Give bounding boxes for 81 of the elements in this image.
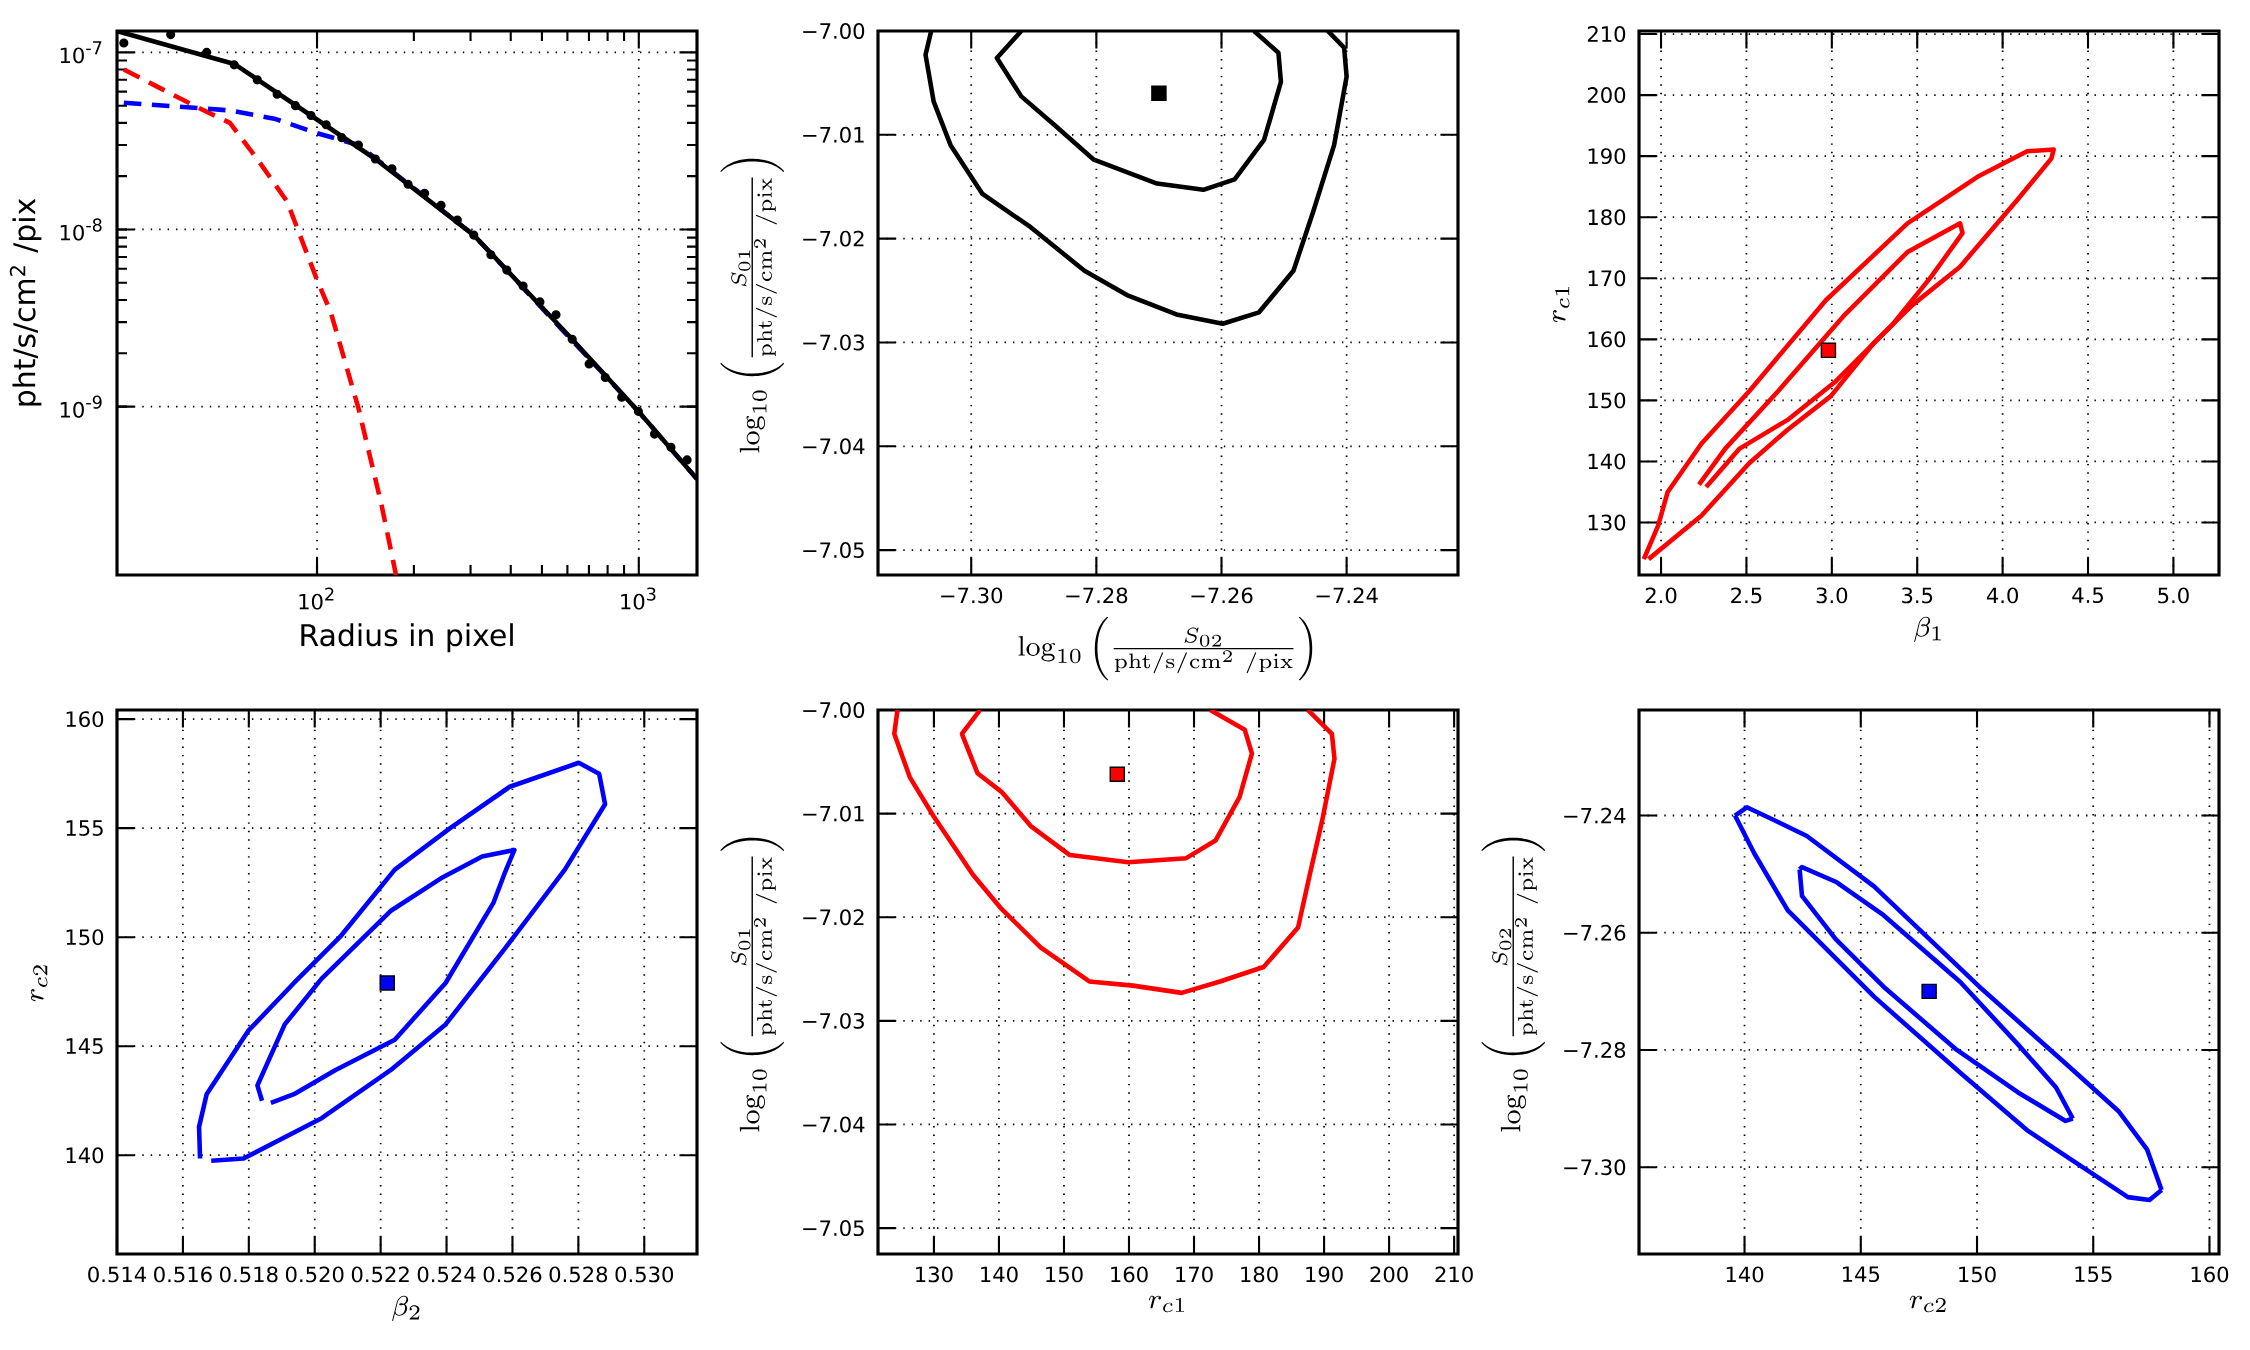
- x-tick-label: 0.522: [351, 1266, 409, 1283]
- y-tick-label: 130: [1588, 514, 1626, 531]
- x-tick-label: 3.5: [1902, 587, 1933, 604]
- y-axis-title: $r_{c2}$: [30, 965, 48, 1002]
- x-tick-label: 150: [1046, 1266, 1083, 1283]
- x-tick-label: 5.0: [2158, 587, 2189, 604]
- x-tick-label: 210: [1435, 1266, 1473, 1283]
- x-tick-label: 0.528: [549, 1266, 608, 1283]
- y-axis-title: $r_{c1}$: [1552, 287, 1570, 323]
- x-axis-title: $r_{c1}$: [1148, 1295, 1184, 1313]
- x-tick-label: 0.524: [417, 1266, 476, 1283]
- y-tick-label: 180: [1588, 209, 1626, 226]
- x-tick-label: 0.518: [220, 1266, 278, 1283]
- y-tick-label: 145: [66, 1038, 103, 1055]
- x-tick-label: 170: [1176, 1266, 1213, 1283]
- y-tick-label: 150: [66, 929, 104, 946]
- y-tick-label: 170: [1588, 270, 1626, 287]
- x-tick-label: −7.28: [1066, 587, 1128, 604]
- y-tick-label: −7.03: [803, 1012, 864, 1029]
- x-axis-title: $r_{c2}$: [1909, 1295, 1946, 1313]
- x-tick-label: 190: [1306, 1266, 1343, 1283]
- x-tick-label: 3.0: [1816, 587, 1848, 604]
- y-tick-label: 140: [1588, 453, 1626, 470]
- y-tick-label: −7.05: [803, 542, 864, 559]
- x-axis-title: Radius in pixel: [301, 623, 513, 653]
- x-axis-title: $\log_{10}\left(\frac{S_{02}}{\mathrm{pht/s/cm^{2}\ /pix}}\right)$: [1018, 616, 1313, 681]
- x-tick-label: 0.520: [285, 1266, 344, 1283]
- y-tick-label: 160: [66, 711, 104, 728]
- x-tick-label: 4.5: [2072, 587, 2103, 604]
- y-tick-label: −7.28: [1564, 1042, 1626, 1058]
- x-tick-label: 10$^{3}$: [621, 587, 656, 610]
- y-tick-label: −7.00: [803, 702, 865, 718]
- x-tick-label: 140: [1726, 1266, 1764, 1283]
- y-tick-label: 200: [1587, 87, 1626, 104]
- y-tick-label: −7.24: [1564, 807, 1626, 824]
- x-tick-label: 160: [1111, 1266, 1148, 1283]
- y-tick-label: −7.01: [803, 126, 864, 143]
- y-tick-label: −7.00: [803, 22, 865, 39]
- y-tick-label: −7.03: [803, 334, 864, 351]
- x-tick-label: 0.516: [154, 1266, 212, 1283]
- x-tick-label: 145: [1842, 1266, 1880, 1283]
- y-tick-label: 155: [66, 820, 103, 836]
- y-tick-label: 210: [1587, 26, 1626, 42]
- x-tick-label: 2.0: [1645, 587, 1677, 604]
- x-tick-label: 160: [2191, 1266, 2229, 1283]
- y-axis-title: $\log_{10}\left(\frac{S_{01}}{\mathrm{pht/s/cm^{2}\ /pix}}\right)$: [720, 158, 784, 453]
- y-tick-label: −7.30: [1564, 1159, 1626, 1176]
- y-axis-title: pht/s/cm$^{2}$ /pix: [9, 198, 42, 406]
- x-tick-label: 2.5: [1731, 587, 1762, 604]
- x-tick-label: 180: [1241, 1266, 1278, 1283]
- x-tick-label: 0.530: [615, 1266, 674, 1283]
- x-axis-title: $\beta_2$: [392, 1295, 420, 1321]
- x-tick-label: 4.0: [1986, 587, 2018, 604]
- y-tick-label: −7.02: [803, 230, 864, 247]
- y-tick-label: −7.26: [1564, 924, 1626, 941]
- x-tick-label: −7.26: [1191, 587, 1253, 604]
- x-tick-label: 155: [2075, 1266, 2112, 1283]
- x-tick-label: 130: [916, 1266, 953, 1283]
- x-tick-label: 200: [1370, 1266, 1408, 1283]
- x-tick-label: 0.526: [483, 1266, 542, 1283]
- y-tick-label: 10$^{-7}$: [60, 41, 102, 64]
- y-axis-title: $\log_{10}\left(\frac{S_{01}}{\mathrm{pht/s/cm^{2}\ /pix}}\right)$: [720, 837, 784, 1132]
- y-tick-label: −7.02: [803, 909, 864, 926]
- y-tick-label: −7.04: [803, 438, 865, 455]
- x-tick-label: 140: [981, 1266, 1018, 1283]
- y-tick-label: −7.04: [803, 1116, 865, 1133]
- y-axis-title: $\log_{10}\left(\frac{S_{02}}{\mathrm{pht/s/cm^{2}\ /pix}}\right)$: [1481, 837, 1545, 1132]
- y-tick-label: −7.05: [803, 1220, 864, 1237]
- y-tick-label: 190: [1588, 148, 1626, 165]
- x-axis-title: $\beta_1$: [1914, 616, 1941, 642]
- y-tick-label: 10$^{-8}$: [60, 218, 102, 241]
- y-tick-label: 10$^{-9}$: [60, 395, 102, 418]
- x-tick-label: 0.514: [88, 1266, 146, 1283]
- x-tick-label: 10$^{2}$: [299, 587, 334, 610]
- y-tick-label: 160: [1588, 331, 1626, 348]
- x-tick-label: −7.30: [941, 587, 1003, 604]
- y-tick-label: 140: [66, 1147, 104, 1164]
- x-tick-label: 150: [1959, 1266, 1996, 1283]
- y-tick-label: −7.01: [803, 805, 864, 822]
- x-tick-label: −7.24: [1316, 587, 1378, 604]
- y-tick-label: 150: [1588, 392, 1626, 409]
